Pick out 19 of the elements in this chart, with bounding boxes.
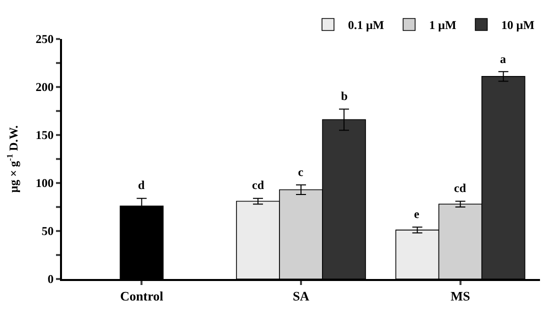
x-tick-label: Control xyxy=(120,288,164,304)
data-label: cd xyxy=(252,178,264,192)
legend-label: 1 μM xyxy=(429,18,456,32)
y-tick-label: 250 xyxy=(36,32,54,46)
data-label: d xyxy=(138,178,145,192)
legend-label: 0.1 μM xyxy=(348,18,384,32)
data-label: b xyxy=(341,89,348,103)
y-tick-label: 200 xyxy=(36,80,54,94)
data-label: e xyxy=(414,207,420,221)
data-label: cd xyxy=(454,181,466,195)
y-tick-label: 0 xyxy=(48,272,54,286)
data-label: a xyxy=(500,52,506,66)
legend-label: 10 μM xyxy=(501,18,534,32)
data-label: c xyxy=(298,165,304,179)
y-tick-label: 150 xyxy=(36,128,54,142)
x-tick-label: SA xyxy=(292,288,310,304)
x-tick-label: MS xyxy=(450,288,470,304)
y-tick-label: 100 xyxy=(36,176,54,190)
y-tick-label: 50 xyxy=(42,224,54,238)
